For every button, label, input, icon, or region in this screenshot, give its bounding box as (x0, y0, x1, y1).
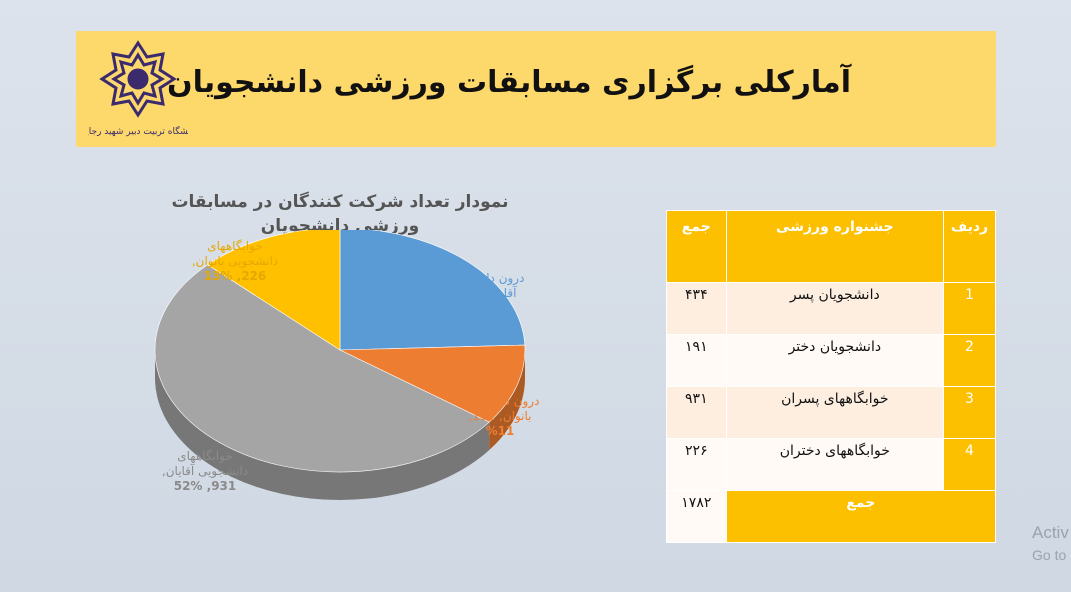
pie-slice (207, 230, 341, 351)
watermark-line2: Go to (1032, 547, 1067, 563)
row-index: 1 (943, 282, 996, 335)
table-row: 4 خوابگاههای دختران ۲۲۶ (666, 438, 996, 491)
pie-slice-label: خوابگاههای دانشجویی آقایان, 931, 52% (162, 449, 248, 493)
row-index: 2 (943, 334, 996, 387)
pie-slice-label: درون دانشگاهی بانوان, 191, %11 (461, 394, 540, 438)
watermark-line1: Activ (1032, 523, 1069, 542)
row-index: 3 (943, 386, 996, 439)
table-row: 2 دانشجویان دختر ۱۹۱ (666, 334, 996, 387)
row-name: خوابگاههای دختران (725, 438, 945, 491)
university-logo: دانشگاه تربیت دبیر شهید رجایی (79, 37, 197, 141)
table-row: 1 دانشجویان پسر ۴۳۴ (666, 282, 996, 335)
row-name: دانشجویان پسر (725, 282, 945, 335)
sum-label: جمع (725, 490, 997, 543)
logo-text: دانشگاه تربیت دبیر شهید رجایی (88, 125, 188, 137)
activation-watermark: Activ Go to (1032, 522, 1069, 566)
sum-value: ۱۷۸۲ (666, 490, 727, 543)
pie-slice (339, 344, 526, 423)
row-total: ۴۳۴ (666, 282, 727, 335)
pie-slice-label: خوابگاههای دانشجویی بانوان, 226, 13% (192, 239, 278, 283)
pie-slice (339, 230, 526, 351)
pie-slice-side (489, 350, 525, 451)
header-festival: جشنواره ورزشی (725, 210, 945, 283)
row-total: ۱۹۱ (666, 334, 727, 387)
row-index: 4 (943, 438, 996, 491)
table-row: 3 خوابگاههای پسران ۹۳۱ (666, 386, 996, 439)
header-index: ردیف (943, 210, 996, 283)
pie-chart: درون دانشگاهی آقایان, 434, %24 درون دانشگاه… (154, 230, 540, 500)
row-total: ۹۳۱ (666, 386, 727, 439)
row-total: ۲۲۶ (666, 438, 727, 491)
pie-slice (154, 264, 490, 473)
pie-slice-side (155, 350, 490, 500)
table-sum-row: جمع ۱۷۸۲ (666, 490, 997, 543)
row-name: خوابگاههای پسران (725, 386, 945, 439)
title-banner: دانشگاه تربیت دبیر شهید رجایی آمارکلی بر… (76, 31, 996, 147)
row-name: دانشجویان دختر (725, 334, 945, 387)
pie-slice-label: درون دانشگاهی آقایان, 434, %24 (446, 271, 525, 315)
header-total: جمع (666, 210, 727, 283)
stats-table: ردیف جشنواره ورزشی جمع 1 دانشجویان پسر ۴… (666, 210, 997, 543)
page-title: آمارکلی برگزاری مسابقات ورزشی دانشجویان (166, 65, 851, 100)
table-header-row: ردیف جشنواره ورزشی جمع (666, 210, 996, 283)
